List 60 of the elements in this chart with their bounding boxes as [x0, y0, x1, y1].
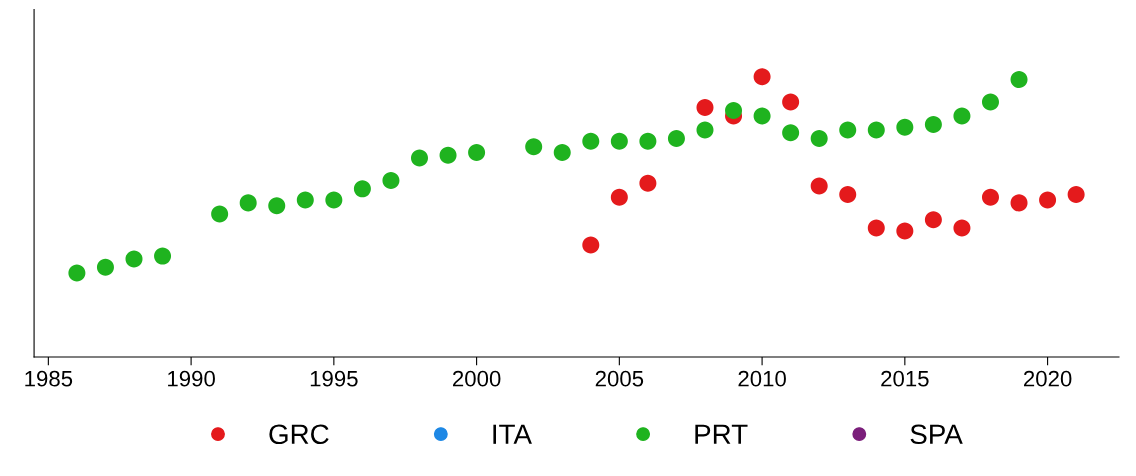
point — [211, 205, 229, 223]
point — [696, 121, 714, 139]
point — [525, 138, 543, 156]
legend-label: SPA — [910, 424, 963, 445]
point — [1010, 71, 1028, 89]
point — [810, 177, 828, 195]
point — [667, 129, 685, 147]
point — [268, 197, 286, 215]
point — [725, 101, 743, 119]
point — [610, 132, 628, 150]
x-tick-label: 1995 — [310, 370, 358, 387]
point — [639, 174, 657, 192]
x-tick-label: 2010 — [738, 370, 786, 387]
legend-label: ITA — [493, 424, 532, 444]
x-tick-label: 2005 — [595, 370, 644, 387]
point — [610, 188, 628, 206]
point — [154, 247, 172, 265]
x-tick-label: 1990 — [168, 370, 215, 387]
point — [553, 143, 571, 161]
x-tick-label: 2020 — [1023, 370, 1072, 387]
point — [782, 93, 800, 111]
point — [239, 194, 257, 212]
point — [839, 185, 857, 203]
x-tick-label: 2015 — [881, 370, 929, 387]
point — [867, 219, 885, 237]
point — [1039, 191, 1057, 209]
point — [410, 149, 428, 167]
point — [753, 107, 771, 125]
point — [782, 124, 800, 142]
point — [896, 222, 914, 240]
point — [353, 180, 371, 198]
point — [924, 211, 942, 229]
point — [753, 68, 771, 86]
point — [296, 191, 314, 209]
legend-label: GRC — [269, 424, 329, 445]
legend-label: PRT — [695, 424, 748, 444]
point — [953, 107, 971, 125]
point — [96, 258, 114, 276]
x-tick-label: 2000 — [453, 370, 501, 387]
point — [867, 121, 885, 139]
point — [839, 121, 857, 139]
x-tick-label: 1985 — [25, 370, 73, 387]
point — [582, 236, 600, 254]
point — [953, 219, 971, 237]
point — [468, 143, 486, 161]
point — [896, 118, 914, 136]
point — [1067, 185, 1085, 203]
point — [125, 250, 143, 268]
point — [639, 132, 657, 150]
point — [981, 93, 999, 111]
point — [810, 129, 828, 147]
point — [382, 171, 400, 189]
point — [439, 146, 457, 164]
point — [325, 191, 343, 209]
point — [582, 132, 600, 150]
point — [981, 188, 999, 206]
point — [696, 99, 714, 117]
point — [68, 264, 86, 282]
point — [1010, 194, 1028, 212]
point — [924, 115, 942, 133]
